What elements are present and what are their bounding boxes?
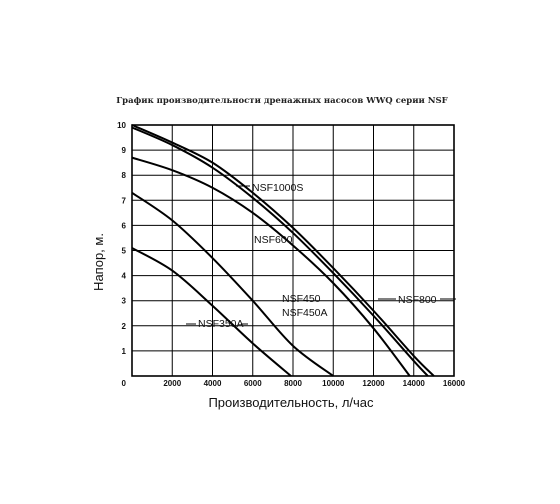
series-line-nsf350a [131,247,292,377]
y-tick-label: 5 [122,247,127,256]
series-line-nsf450 [131,191,334,377]
series-label-nsf350a: NSF350A [198,318,244,330]
series-label-layer: NSF1000S NSF600 NSF800 NSF450 NSF450A NSF350A [186,182,456,330]
plot-frame [131,124,455,377]
y-tick-label: 2 [122,322,127,331]
chart-title: График производительности дренажных насо… [116,96,447,106]
y-tick-label: 9 [122,146,127,155]
y-tick-label: 7 [122,196,127,205]
y-tick-label: 3 [122,297,127,306]
y-axis-label: Напор, м. [91,233,106,291]
series-label-nsf450a: NSF450A [282,307,328,319]
tick-layer: 1 2 3 4 5 6 7 8 9 10 0 2000 4000 6000 8000 10000 12000 14… [117,121,466,388]
y-tick-label: 4 [122,272,127,281]
x-tick-label: 4000 [204,379,222,388]
series-line-nsf1000s [131,124,435,377]
x-tick-label: 14000 [403,379,426,388]
series-label-nsf1000s: NSF1000S [252,182,303,194]
series-label-nsf600: NSF600 [254,234,293,246]
series-label-nsf450: NSF450 [282,293,321,305]
series-line-nsf600 [131,126,429,377]
x-tick-label: 10000 [322,379,345,388]
y-tick-label: 1 [122,347,127,356]
x-tick-label: 0 [122,379,127,388]
x-tick-label: 16000 [443,379,466,388]
curve-layer [131,124,435,377]
x-tick-label: 2000 [163,379,181,388]
x-tick-label: 12000 [362,379,385,388]
x-tick-label: 8000 [284,379,302,388]
grid-layer [132,125,454,376]
series-line-nsf800 [131,156,411,377]
x-tick-label: 6000 [244,379,262,388]
y-tick-label: 10 [117,121,126,130]
x-axis-label: Производительность, л/час [208,395,374,410]
y-tick-label: 6 [122,221,127,230]
series-label-nsf800: NSF800 [398,294,437,306]
y-tick-label: 8 [122,171,127,180]
